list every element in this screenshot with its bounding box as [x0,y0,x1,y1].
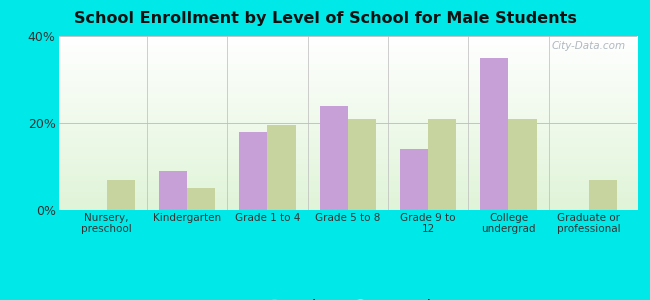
Legend: Roslyn, New York: Roslyn, New York [261,298,434,300]
Bar [508,119,536,210]
Text: School Enrollment by Level of School for Male Students: School Enrollment by Level of School for… [73,11,577,26]
Bar [107,179,135,210]
Bar [187,188,215,210]
Bar [428,119,456,210]
Text: City-Data.com: City-Data.com [551,41,625,51]
Bar [239,132,267,210]
Bar [159,171,187,210]
Bar [400,149,428,210]
Bar [267,125,296,210]
Bar [589,179,617,210]
Bar [348,119,376,210]
Bar [480,58,508,210]
Bar [320,106,348,210]
